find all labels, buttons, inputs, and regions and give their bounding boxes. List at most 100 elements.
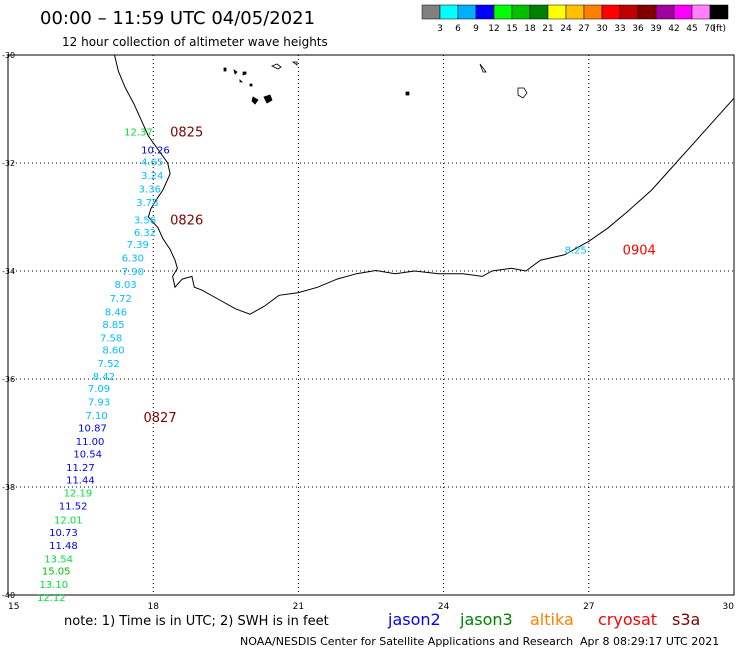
coastline — [114, 54, 735, 315]
colorbar-swatch — [565, 4, 585, 20]
colorbar-tick-label: 30 — [596, 24, 608, 34]
colorbar-tick-label: 21 — [542, 24, 553, 34]
swh-value-label: 7.52 — [98, 359, 120, 370]
colorbar-tick-label: 24 — [560, 24, 572, 34]
pass-time-label: 0826 — [170, 214, 203, 229]
islands — [223, 61, 528, 105]
lat-tick-label: -30 — [2, 51, 15, 60]
colorbar-tick-label: 42 — [668, 24, 679, 34]
island-marker — [239, 79, 243, 83]
colorbar-swatch — [511, 4, 531, 20]
island-marker — [271, 63, 282, 70]
swh-value-label: 11.00 — [76, 437, 105, 448]
footer-note: note: 1) Time is in UTC; 2) SWH is in fe… — [64, 614, 329, 629]
swh-values: 12.37 10.264.65 3.24 3.36 3.78 3.566.327.39 6.… — [37, 128, 587, 604]
legend-satellite-name: altika — [530, 610, 574, 629]
island-marker — [251, 96, 259, 105]
swh-value-label: 12.01 — [54, 515, 83, 526]
lon-tick-label: 21 — [293, 602, 304, 612]
colorbar-swatch — [583, 4, 603, 20]
colorbar-swatch — [457, 4, 477, 20]
island-marker — [223, 67, 227, 72]
colorbar-tick-label: 39 — [650, 24, 662, 34]
time-labels: 0825 0826 0827 0904 — [144, 126, 656, 426]
lon-tick-label: 24 — [438, 602, 450, 612]
colorbar-tick-label: 6 — [455, 24, 461, 34]
colorbar-tick-label: 36 — [632, 24, 644, 34]
swh-value-label: 8.25 — [565, 245, 587, 256]
graticule-grid — [8, 55, 734, 595]
swh-value-label: 7.72 — [110, 294, 132, 305]
swh-value-label: 4.65 — [141, 157, 163, 168]
colorbar-swatch — [601, 4, 621, 20]
map-title: 00:00 – 11:59 UTC 04/05/2021 — [40, 8, 315, 29]
swh-value-label: 11.27 — [66, 463, 95, 474]
swh-value-label: 7.93 — [88, 398, 110, 409]
colorbar-swatch — [475, 4, 495, 20]
colorbar-swatch — [493, 4, 513, 20]
swh-value-label: 12.19 — [64, 488, 93, 499]
pass-time-label: 0825 — [170, 126, 203, 141]
colorbar-swatch — [673, 4, 693, 20]
pass-time-label: 0904 — [623, 243, 656, 258]
colorbar-tick-label: 70 — [704, 24, 716, 34]
island-marker — [517, 87, 528, 99]
island-marker — [479, 63, 487, 73]
lat-tick-label: -38 — [2, 483, 15, 492]
lat-tick-label: -34 — [2, 267, 15, 276]
legend-satellite-name: jason3 — [459, 610, 513, 629]
legend-satellite-name: cryosat — [598, 610, 657, 629]
lat-tick-label: -36 — [2, 375, 15, 384]
swh-value-label: 7.09 — [88, 384, 110, 395]
colorbar-unit: (ft) — [712, 24, 726, 34]
colorbar-legend: 3 6 9 12 15 18 21 24 27 30 33 36 39 42 45 70(ft) — [421, 4, 729, 34]
colorbar-tick-label: 15 — [506, 24, 517, 34]
footer-credit: NOAA/NESDIS Center for Satellite Applica… — [240, 635, 573, 648]
axis-labels: -30 -32 -34 -36 -38 -40 15 18 21 24 27 30 — [2, 51, 734, 612]
colorbar-tick-label: 9 — [473, 24, 479, 34]
plot-frame — [7, 54, 735, 596]
lon-tick-label: 27 — [583, 602, 594, 612]
colorbar-swatch — [637, 4, 657, 20]
colorbar-swatch — [439, 4, 459, 20]
colorbar-swatch — [619, 4, 639, 20]
colorbar-tick-label: 12 — [488, 24, 499, 34]
colorbar-tick-label: 45 — [686, 24, 697, 34]
legend-satellite-name: jason2 — [387, 610, 441, 629]
swh-value-label: 13.10 — [39, 580, 68, 591]
swh-value-label: 8.85 — [102, 320, 124, 331]
colorbar-tick-label: 27 — [578, 24, 589, 34]
lon-tick-label: 18 — [147, 602, 159, 612]
colorbar-swatch — [421, 4, 441, 20]
swh-value-label: 8.60 — [102, 345, 124, 356]
swh-value-label: 3.36 — [139, 184, 161, 195]
swh-value-label: 10.54 — [73, 450, 102, 461]
swh-value-label: 8.46 — [105, 308, 127, 319]
legend-satellite-name: s3a — [672, 610, 700, 629]
swh-value-label: 3.56 — [134, 216, 156, 227]
colorbar-tick-label: 3 — [437, 24, 443, 34]
swh-value-label: 6.32 — [134, 228, 156, 239]
colorbar-swatch — [529, 4, 549, 20]
lon-tick-label: 15 — [8, 602, 19, 612]
swh-value-label: 7.39 — [127, 240, 149, 251]
swh-value-label: 13.54 — [44, 554, 73, 565]
satellite-legend: jason2 jason3 altika cryosat s3a — [387, 610, 700, 629]
pass-time-label: 0827 — [144, 411, 177, 426]
swh-value-label: 12.12 — [37, 593, 66, 604]
island-marker — [249, 83, 253, 87]
swh-value-label: 11.44 — [66, 475, 95, 486]
island-marker — [405, 91, 410, 96]
swh-value-label: 8.03 — [114, 280, 136, 291]
island-marker — [242, 71, 247, 76]
island-marker — [291, 61, 298, 66]
swh-value-label: 10.73 — [49, 528, 78, 539]
swh-value-label: 3.78 — [136, 198, 158, 209]
colorbar-swatch — [691, 4, 711, 20]
colorbar-swatch — [655, 4, 675, 20]
swh-value-label: 8.42 — [93, 372, 115, 383]
footer-timestamp: Apr 8 08:29:17 UTC 2021 — [580, 635, 719, 648]
swh-value-label: 11.52 — [59, 501, 88, 512]
island-marker — [233, 69, 238, 75]
